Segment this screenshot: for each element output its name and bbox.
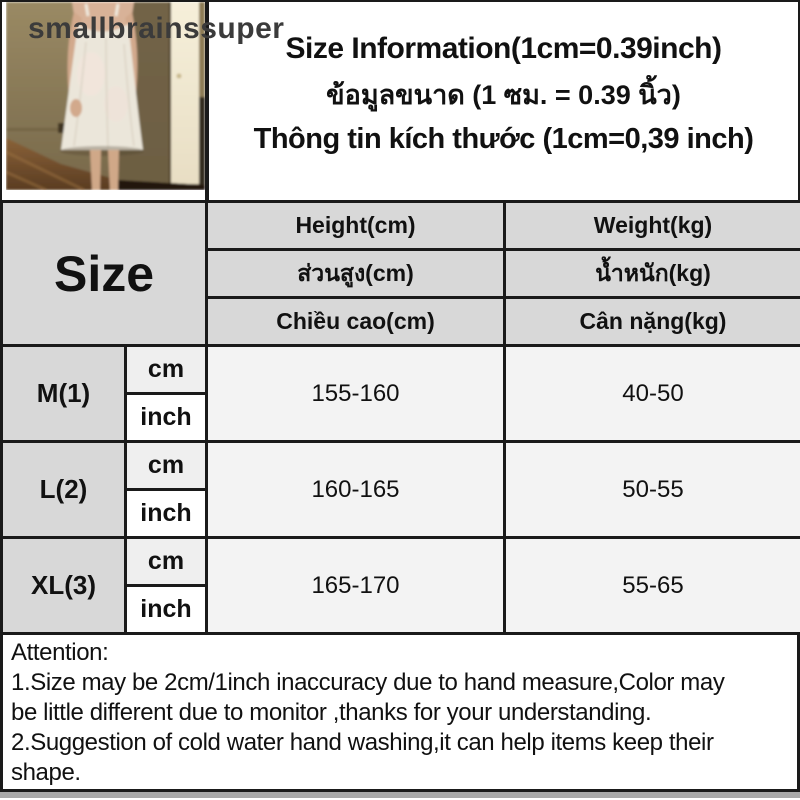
header-section: Size Information(1cm=0.39inch) ข้อมูลขนา… [0,0,800,200]
size-label-l: L(2) [0,440,127,539]
size-label-m: M(1) [0,344,127,443]
height-value-l: 160-165 [205,440,506,539]
height-header-vi: Chiều cao(cm) [205,296,506,347]
weight-value-l: 50-55 [503,440,800,539]
open-door [171,2,200,184]
floor-shadow [118,180,205,190]
table-row: L(2) cm 160-165 50-55 [0,440,800,539]
door-frame-shadow [199,97,205,190]
weight-header-th: น้ำหนัก(kg) [503,248,800,299]
attention-line: 1.Size may be 2cm/1inch inaccuracy due t… [11,669,725,696]
weight-value-m: 40-50 [503,344,800,443]
attention-notes: Attention: 1.Size may be 2cm/1inch inacc… [0,632,800,792]
product-photo-block [0,0,205,200]
attention-line: Attention: [11,639,109,666]
bottom-gray-strip [0,792,800,798]
table-row: XL(3) cm 165-170 55-65 [0,536,800,635]
weight-header-en: Weight(kg) [503,200,800,251]
height-value-xl: 165-170 [205,536,506,635]
size-table: Size Height(cm) Weight(kg) ส่วนสูง(cm) น… [0,200,800,635]
door-handle [176,73,182,79]
baseboard [6,128,62,131]
title-block: Size Information(1cm=0.39inch) ข้อมูลขนา… [205,0,800,200]
unit-cm: cm [124,536,208,587]
attention-line: shape. [11,759,81,786]
door-seam [169,2,171,184]
weight-value-xl: 55-65 [503,536,800,635]
attention-line: be little different due to monitor ,than… [11,699,652,726]
floor-boards [6,150,85,190]
model-figure [60,2,144,190]
title-thai: ข้อมูลขนาด (1 ซม. = 0.39 นิ้ว) [326,80,681,110]
unit-inch: inch [124,584,208,635]
weight-header-vi: Cân nặng(kg) [503,296,800,347]
height-header-th: ส่วนสูง(cm) [205,248,506,299]
unit-inch: inch [124,392,208,443]
door-frame [199,2,205,97]
height-value-m: 155-160 [205,344,506,443]
height-header-en: Height(cm) [205,200,506,251]
size-header-cell: Size [0,200,208,347]
product-photo [6,2,205,190]
size-label-xl: XL(3) [0,536,127,635]
attention-line: 2.Suggestion of cold water hand washing,… [11,729,714,756]
table-row: M(1) cm 155-160 40-50 [0,344,800,443]
unit-cm: cm [124,440,208,491]
unit-cm: cm [124,344,208,395]
unit-inch: inch [124,488,208,539]
watermark-text: smallbrainssuper [28,12,285,45]
title-vietnamese: Thông tin kích thước (1cm=0,39 inch) [253,123,754,155]
title-english: Size Information(1cm=0.39inch) [285,32,722,65]
